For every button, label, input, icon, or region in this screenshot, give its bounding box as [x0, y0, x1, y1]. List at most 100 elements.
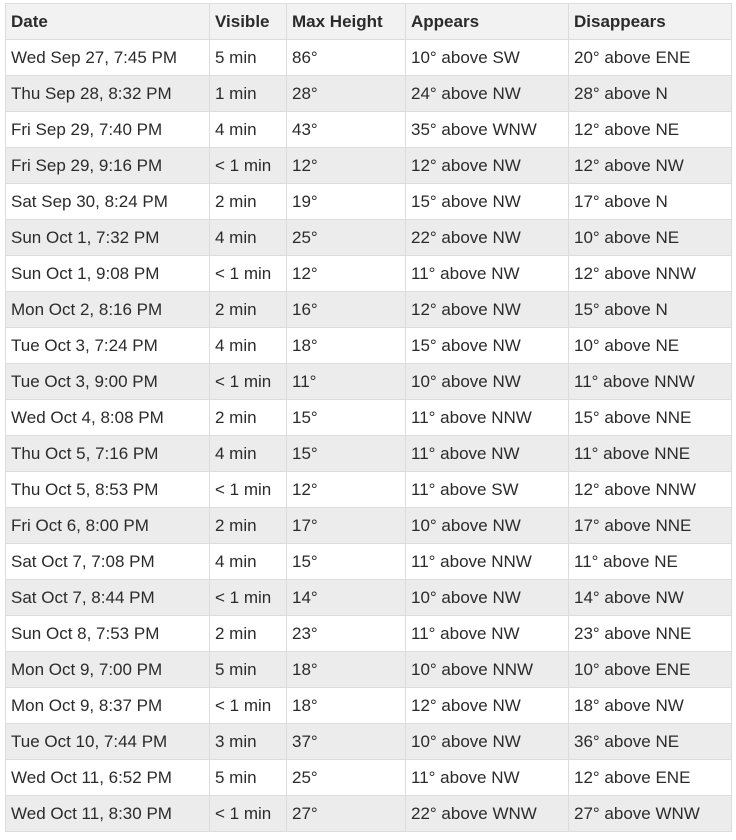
cell-visible: < 1 min — [209, 687, 287, 724]
cell-disappears: 28° above N — [568, 75, 732, 112]
cell-max-height: 17° — [286, 507, 406, 544]
cell-appears: 12° above NW — [405, 147, 569, 184]
cell-visible: < 1 min — [209, 147, 287, 184]
cell-date: Sun Oct 8, 7:53 PM — [5, 615, 210, 652]
cell-max-height: 28° — [286, 75, 406, 112]
cell-appears: 11° above NW — [405, 255, 569, 292]
cell-date: Thu Sep 28, 8:32 PM — [5, 75, 210, 112]
header-date: Date — [5, 3, 210, 40]
cell-visible: 2 min — [209, 615, 287, 652]
cell-disappears: 12° above NW — [568, 147, 732, 184]
cell-date: Wed Oct 11, 6:52 PM — [5, 759, 210, 796]
cell-max-height: 12° — [286, 255, 406, 292]
table-row: Fri Oct 6, 8:00 PM 2 min 17° 10° above NW 17… — [5, 507, 732, 544]
cell-date: Sat Sep 30, 8:24 PM — [5, 183, 210, 220]
cell-max-height: 19° — [286, 183, 406, 220]
cell-visible: < 1 min — [209, 255, 287, 292]
cell-visible: 2 min — [209, 399, 287, 436]
cell-disappears: 12° above NNW — [568, 471, 732, 508]
cell-appears: 11° above SW — [405, 471, 569, 508]
cell-appears: 10° above NW — [405, 579, 569, 616]
table-row: Wed Sep 27, 7:45 PM 5 min 86° 10° above SW 2… — [5, 39, 732, 76]
cell-date: Mon Oct 9, 7:00 PM — [5, 651, 210, 688]
cell-date: Sat Oct 7, 7:08 PM — [5, 543, 210, 580]
cell-max-height: 25° — [286, 219, 406, 256]
table-row: Sat Oct 7, 7:08 PM 4 min 15° 11° above NNW 1… — [5, 543, 732, 580]
header-max-height: Max Height — [286, 3, 406, 40]
cell-disappears: 12° above NNW — [568, 255, 732, 292]
table-row: Thu Sep 28, 8:32 PM 1 min 28° 24° above NW 2… — [5, 75, 732, 112]
cell-visible: 2 min — [209, 507, 287, 544]
cell-appears: 11° above NW — [405, 759, 569, 796]
cell-appears: 15° above NW — [405, 327, 569, 364]
table-row: Sat Sep 30, 8:24 PM 2 min 19° 15° above NW 1… — [5, 183, 732, 220]
cell-appears: 10° above NW — [405, 723, 569, 760]
cell-max-height: 11° — [286, 363, 406, 400]
cell-date: Wed Oct 11, 8:30 PM — [5, 795, 210, 832]
cell-visible: 5 min — [209, 39, 287, 76]
cell-appears: 10° above NNW — [405, 651, 569, 688]
table-row: Sat Oct 7, 8:44 PM < 1 min 14° 10° above NW… — [5, 579, 732, 616]
cell-appears: 24° above NW — [405, 75, 569, 112]
table-row: Wed Oct 4, 8:08 PM 2 min 15° 11° above NNW 1… — [5, 399, 732, 436]
cell-date: Fri Sep 29, 7:40 PM — [5, 111, 210, 148]
cell-appears: 12° above NW — [405, 687, 569, 724]
cell-visible: 1 min — [209, 75, 287, 112]
cell-date: Tue Oct 3, 9:00 PM — [5, 363, 210, 400]
cell-visible: 5 min — [209, 759, 287, 796]
table-row: Wed Oct 11, 6:52 PM 5 min 25° 11° above NW 1… — [5, 759, 732, 796]
cell-max-height: 15° — [286, 399, 406, 436]
cell-date: Sun Oct 1, 9:08 PM — [5, 255, 210, 292]
cell-date: Tue Oct 3, 7:24 PM — [5, 327, 210, 364]
table-row: Mon Oct 9, 8:37 PM < 1 min 18° 12° above NW… — [5, 687, 732, 724]
cell-max-height: 43° — [286, 111, 406, 148]
cell-appears: 10° above NW — [405, 363, 569, 400]
table-row: Wed Oct 11, 8:30 PM < 1 min 27° 22° above W… — [5, 795, 732, 832]
header-row: Date Visible Max Height Appears Disappears — [5, 3, 732, 40]
cell-appears: 11° above NW — [405, 615, 569, 652]
cell-max-height: 15° — [286, 543, 406, 580]
cell-disappears: 11° above NNE — [568, 435, 732, 472]
cell-max-height: 16° — [286, 291, 406, 328]
cell-disappears: 10° above NE — [568, 327, 732, 364]
cell-visible: < 1 min — [209, 795, 287, 832]
cell-visible: 2 min — [209, 183, 287, 220]
cell-disappears: 10° above NE — [568, 219, 732, 256]
cell-date: Mon Oct 2, 8:16 PM — [5, 291, 210, 328]
cell-appears: 35° above WNW — [405, 111, 569, 148]
cell-disappears: 17° above N — [568, 183, 732, 220]
cell-appears: 10° above NW — [405, 507, 569, 544]
cell-disappears: 15° above NNE — [568, 399, 732, 436]
cell-date: Wed Oct 4, 8:08 PM — [5, 399, 210, 436]
cell-visible: 2 min — [209, 291, 287, 328]
cell-visible: 3 min — [209, 723, 287, 760]
table-row: Sun Oct 1, 7:32 PM 4 min 25° 22° above NW 10… — [5, 219, 732, 256]
cell-appears: 22° above NW — [405, 219, 569, 256]
cell-disappears: 12° above ENE — [568, 759, 732, 796]
cell-appears: 11° above NNW — [405, 543, 569, 580]
cell-disappears: 14° above NW — [568, 579, 732, 616]
cell-appears: 22° above WNW — [405, 795, 569, 832]
table-row: Fri Sep 29, 9:16 PM < 1 min 12° 12° above N… — [5, 147, 732, 184]
table-row: Fri Sep 29, 7:40 PM 4 min 43° 35° above WNW… — [5, 111, 732, 148]
cell-visible: 4 min — [209, 327, 287, 364]
cell-appears: 11° above NNW — [405, 399, 569, 436]
header-visible: Visible — [209, 3, 287, 40]
cell-disappears: 20° above ENE — [568, 39, 732, 76]
cell-max-height: 12° — [286, 471, 406, 508]
cell-disappears: 23° above NNE — [568, 615, 732, 652]
cell-max-height: 37° — [286, 723, 406, 760]
cell-visible: 4 min — [209, 435, 287, 472]
cell-date: Wed Sep 27, 7:45 PM — [5, 39, 210, 76]
cell-max-height: 18° — [286, 687, 406, 724]
table-row: Thu Oct 5, 7:16 PM 4 min 15° 11° above NW 11… — [5, 435, 732, 472]
cell-date: Thu Oct 5, 7:16 PM — [5, 435, 210, 472]
table-row: Tue Oct 3, 7:24 PM 4 min 18° 15° above NW 10… — [5, 327, 732, 364]
cell-visible: 5 min — [209, 651, 287, 688]
table-row: Sun Oct 1, 9:08 PM < 1 min 12° 11° above NW… — [5, 255, 732, 292]
cell-max-height: 23° — [286, 615, 406, 652]
cell-appears: 15° above NW — [405, 183, 569, 220]
table-row: Mon Oct 2, 8:16 PM 2 min 16° 12° above NW 15… — [5, 291, 732, 328]
cell-disappears: 27° above WNW — [568, 795, 732, 832]
cell-max-height: 25° — [286, 759, 406, 796]
